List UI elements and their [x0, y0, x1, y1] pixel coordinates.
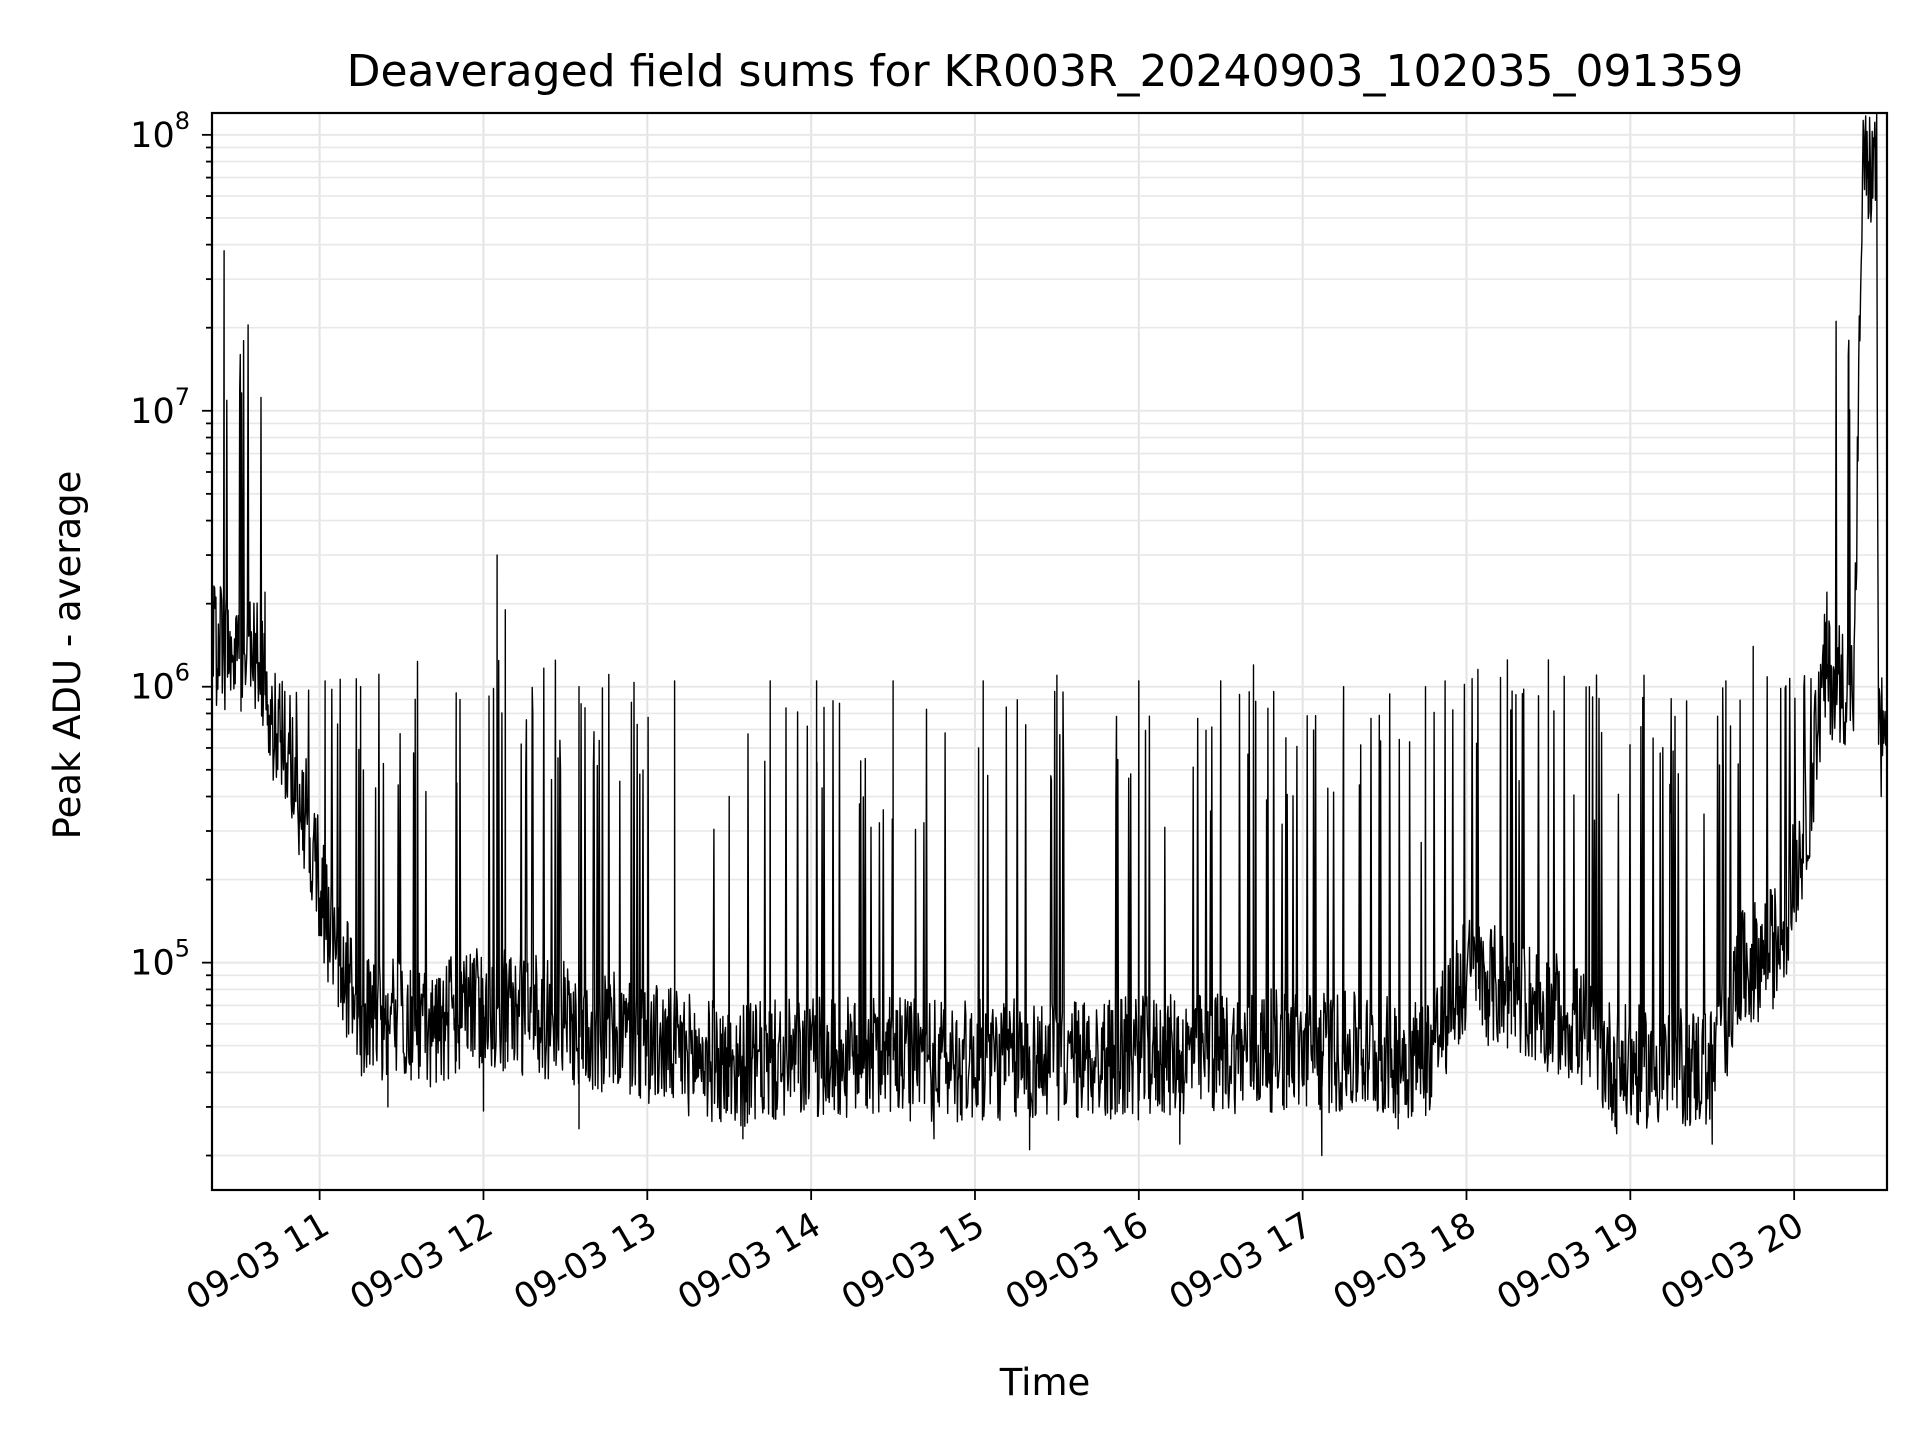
- y-tick-label: 106: [130, 659, 190, 708]
- plot-area: [212, 113, 1887, 1157]
- y-axis-label: Peak ADU - average: [46, 471, 89, 840]
- series-line: [212, 113, 1887, 1157]
- y-tick-label: 105: [130, 935, 190, 984]
- x-axis-label: Time: [999, 1361, 1091, 1404]
- plot-frame: [210, 111, 1889, 1192]
- chart-title: Deaveraged field sums for KR003R_2024090…: [347, 46, 1744, 97]
- grid: [212, 113, 1887, 1190]
- y-tick-label: 108: [130, 107, 190, 156]
- y-tick-label: 107: [130, 383, 190, 432]
